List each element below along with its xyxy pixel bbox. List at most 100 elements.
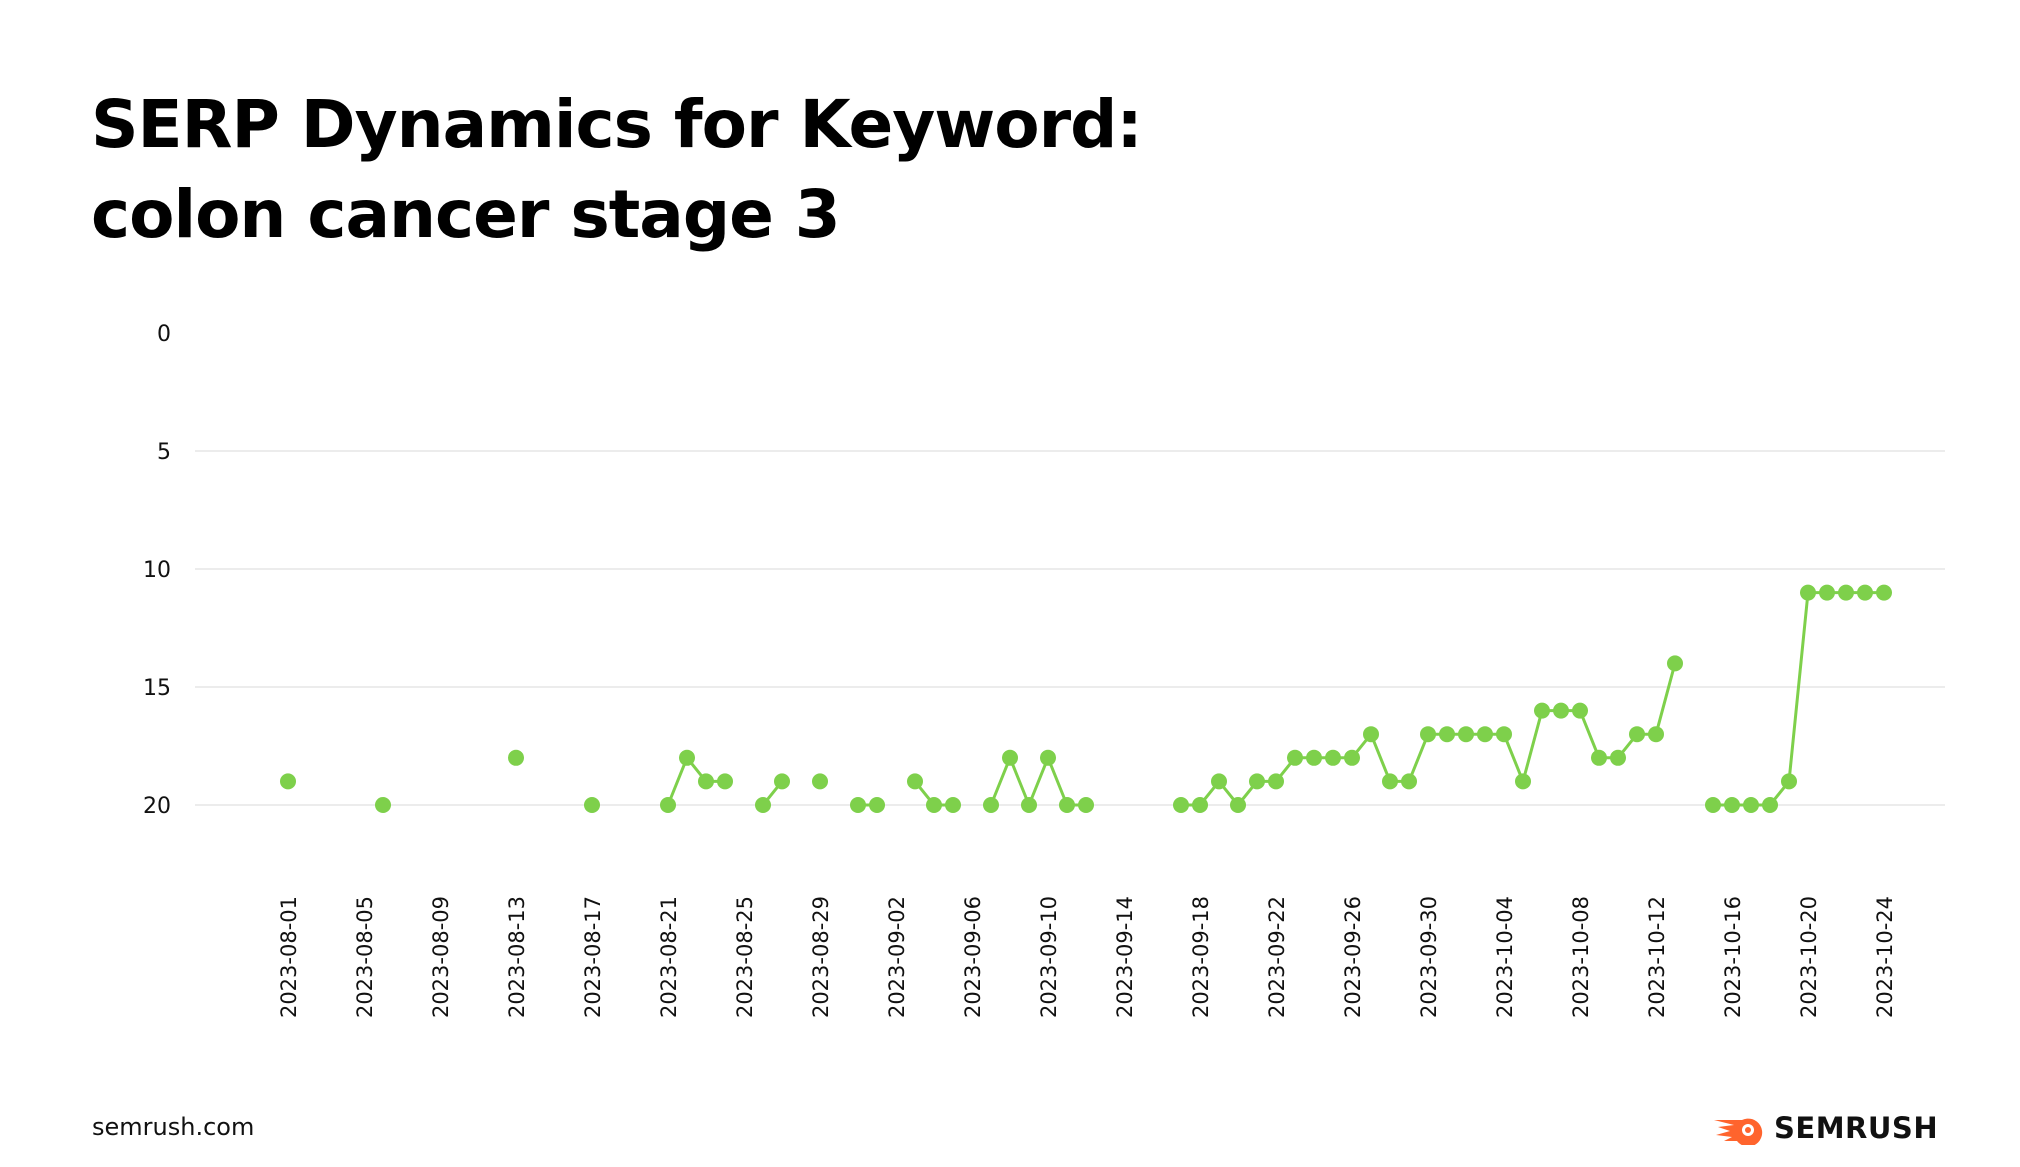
data-point [508,749,524,766]
data-point [1040,749,1056,766]
chart-title: SERP Dynamics for Keyword: colon cancer … [91,80,1143,260]
x-tick-label: 2023-08-29 [809,896,833,1018]
data-point [850,797,866,813]
y-tick-label: 0 [157,322,171,347]
data-point [1382,773,1398,790]
y-tick-label: 15 [143,676,171,701]
x-tick-label: 2023-09-30 [1417,896,1441,1018]
data-point [1534,702,1550,719]
x-axis-ticks: 2023-08-01 2023-08-05 2023-08-09 2023-08-13… [277,896,1897,1018]
data-point [1819,584,1835,601]
data-point [774,773,790,790]
x-tick-label: 2023-09-10 [1037,896,1061,1018]
x-tick-label: 2023-08-01 [277,896,301,1018]
series-segment [1654,661,1677,736]
series-segment [1521,709,1544,783]
data-point [1876,584,1892,601]
x-tick-label: 2023-09-22 [1265,896,1289,1018]
data-point [1838,584,1854,601]
data-point [945,797,961,813]
data-point [698,773,714,790]
x-tick-label: 2023-08-17 [581,896,605,1018]
data-point [1287,749,1303,766]
data-point [1192,797,1208,813]
data-point [280,773,296,790]
semrush-fire-logo-icon [1714,1118,1763,1145]
data-point [1648,726,1664,743]
x-tick-label: 2023-10-04 [1493,896,1517,1018]
grid-lines [195,450,1945,806]
series-segment [1578,709,1601,760]
series-segment [1027,756,1050,807]
data-point [1477,726,1493,743]
series-segment [666,756,689,807]
data-point [1306,749,1322,766]
x-tick-label: 2023-08-21 [657,896,681,1018]
footer-site-link[interactable]: semrush.com [92,1113,255,1141]
x-tick-label: 2023-08-09 [429,896,453,1018]
data-point [1515,773,1531,790]
chart-title-line1: SERP Dynamics for Keyword: [91,86,1143,163]
data-point [1002,749,1018,766]
series-segment [1046,756,1069,807]
data-point [1857,584,1873,601]
data-point [1553,702,1569,719]
x-tick-label: 2023-09-06 [961,896,985,1018]
series-lines [666,591,1886,807]
data-point [679,749,695,766]
x-tick-label: 2023-10-20 [1797,896,1821,1018]
x-tick-label: 2023-09-26 [1341,896,1365,1018]
x-tick-label: 2023-08-13 [505,896,529,1018]
series-segment [1787,591,1810,783]
data-point [584,797,600,813]
data-point [1021,797,1037,813]
data-point [1629,726,1645,743]
data-point [1724,797,1740,813]
series-segment [1369,732,1392,783]
data-point [1211,773,1227,790]
x-tick-label: 2023-08-25 [733,896,757,1018]
series-segment [989,756,1012,807]
data-point [1458,726,1474,743]
brand-logo: SEMRUSH [1712,1108,1938,1148]
data-point [1572,702,1588,719]
x-tick-label: 2023-10-16 [1721,896,1745,1018]
data-point [375,797,391,813]
x-tick-label: 2023-08-05 [353,896,377,1018]
data-point [1230,797,1246,813]
data-point [1496,726,1512,743]
data-point [717,773,733,790]
y-tick-label: 20 [143,794,171,819]
data-point [812,773,828,790]
x-tick-label: 2023-09-02 [885,896,909,1018]
chart-title-line2: colon cancer stage 3 [91,176,841,253]
data-point [1325,749,1341,766]
x-tick-label: 2023-09-14 [1113,896,1137,1018]
data-point [1705,797,1721,813]
data-point [926,797,942,813]
data-point [869,797,885,813]
brand-name: SEMRUSH [1774,1111,1939,1145]
data-point [1249,773,1265,790]
data-point [1781,773,1797,790]
data-point [1439,726,1455,743]
data-point [907,773,923,790]
data-point [1667,655,1683,672]
data-point [1078,797,1094,813]
data-point [1591,749,1607,766]
data-point [1344,749,1360,766]
y-tick-label: 5 [157,440,171,465]
data-point [1059,797,1075,813]
data-point [1268,773,1284,790]
data-point [1610,749,1626,766]
y-axis-ticks: 0 5 10 15 20 [143,322,171,819]
data-point [1401,773,1417,790]
series-points [280,584,1892,813]
x-tick-label: 2023-10-24 [1873,896,1897,1018]
x-tick-label: 2023-10-12 [1645,896,1669,1018]
series-segment [1008,756,1031,807]
data-point [1363,726,1379,743]
x-tick-label: 2023-09-18 [1189,896,1213,1018]
y-tick-label: 10 [143,558,171,583]
